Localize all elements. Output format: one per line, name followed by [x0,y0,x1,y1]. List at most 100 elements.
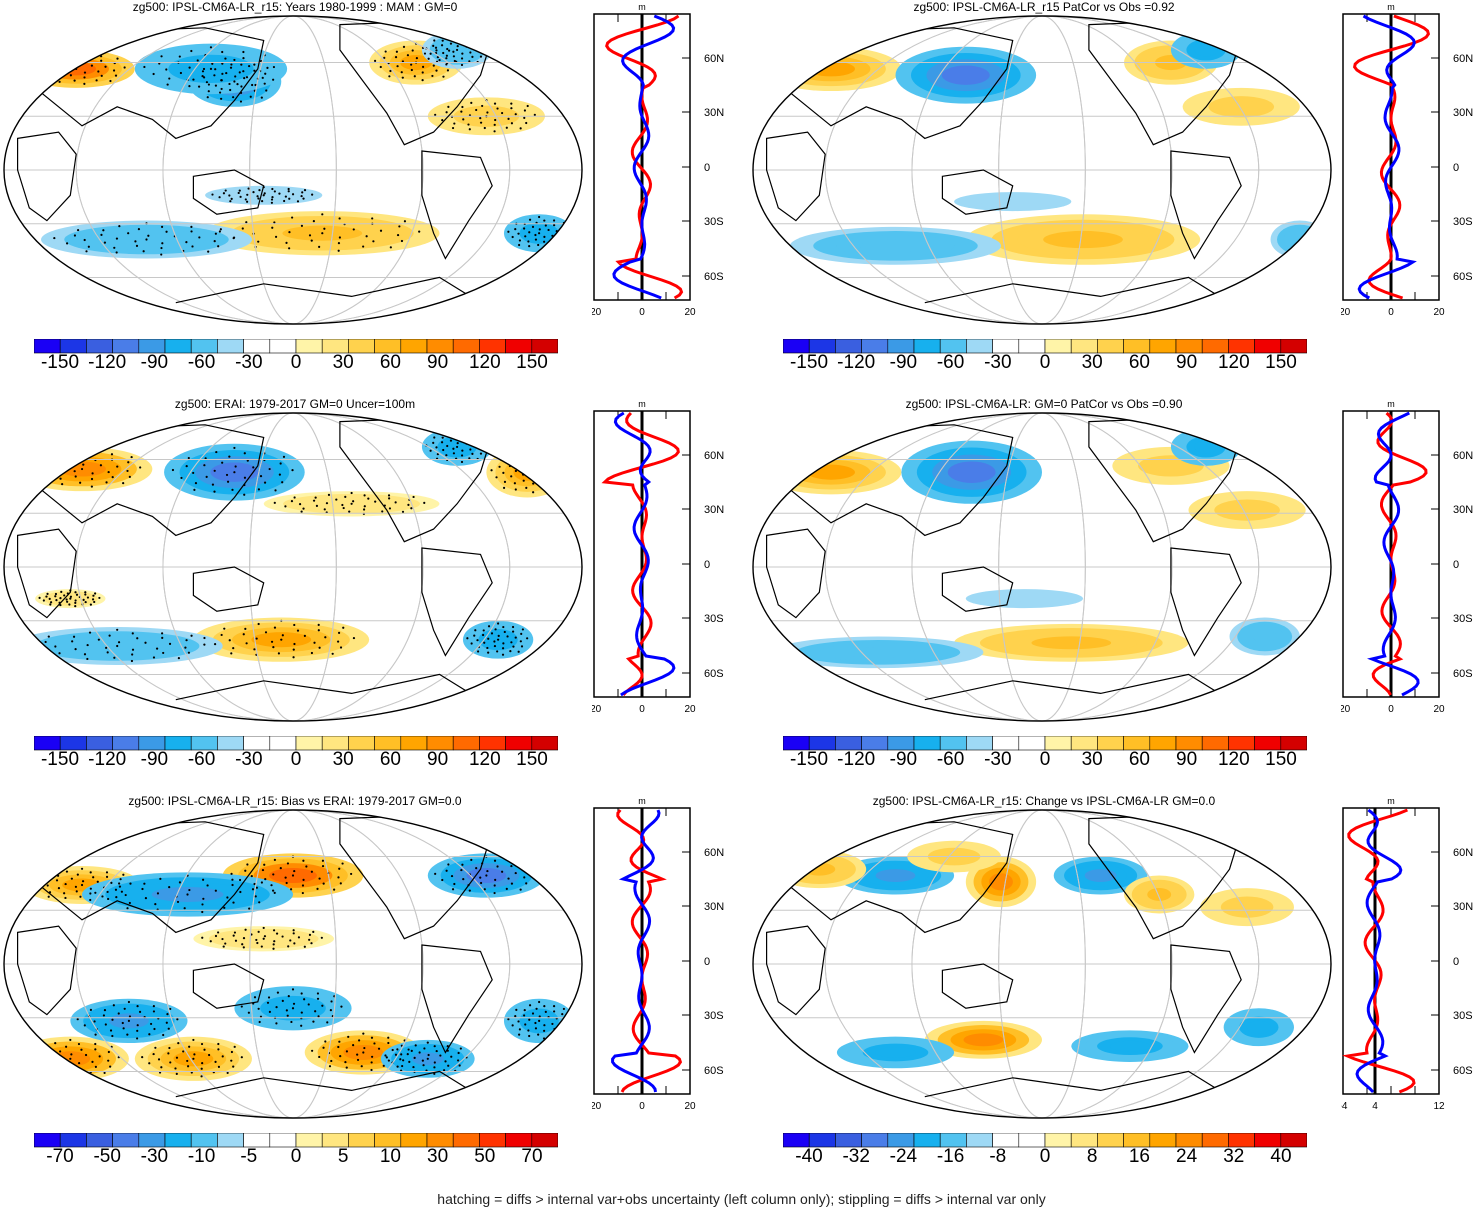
colorbar-tick-label: 120 [468,352,501,373]
colorbar-swatch [321,339,349,354]
profile-line [1357,14,1417,300]
colorbar-tick-label: -30 [235,749,263,770]
colorbar-swatch [913,339,941,354]
profile-line [612,14,676,300]
land-outline [28,821,265,934]
contour-fill [1221,100,1262,114]
map-plot [3,412,583,722]
contour-fill [1084,869,1117,882]
colorbar-swatch [992,339,1020,354]
colorbar-tick-label: 70 [521,1146,543,1167]
colorbar-swatch [243,1133,271,1148]
colorbar-swatch [966,1133,993,1148]
gridlines [4,810,582,1118]
colorbar-swatch [808,736,836,751]
colorbar-tick-label: -150 [40,352,80,373]
colorbar-swatch [1280,1133,1307,1148]
profile-axis-label: -20 [592,704,602,715]
contour-fill [941,65,990,85]
colorbar-swatch [426,339,454,354]
colorbar-tick-label: -60 [936,749,965,770]
contour-fill [992,198,1033,205]
colorbar-tick-label: -5 [240,1146,258,1167]
panel-2: zg500: IPSL-CM6A-LR_r15 PatCor vs Obs =0… [749,0,1483,390]
land-outline [924,276,1230,304]
zonal-profile: m 60N 30N 0 30S 60S -20 0 20 [1341,399,1473,715]
colorbar-swatch [835,736,862,751]
colorbar-tick-label: -90 [889,749,918,770]
contour-fill [807,61,855,77]
map-plot [3,809,583,1119]
colorbar-swatch [374,1133,402,1148]
profile-axis-label: 0 [639,307,645,318]
colorbar-tick-label: -120 [837,352,876,373]
lat-tick-label: 60N [704,847,724,859]
colorbar-swatch [1149,736,1177,751]
land-outline [17,131,77,222]
colorbar-swatch [138,736,166,751]
colorbar-swatch [1280,736,1307,751]
gridlines [4,16,582,324]
land-outline [28,424,265,537]
gridlines [4,413,582,721]
profile-axis-label: 20 [1433,307,1445,318]
colorbar-swatch [861,1133,889,1148]
lat-tick-label: 60N [1453,53,1473,65]
colorbar [34,339,558,354]
colorbar-swatch [939,736,967,751]
map-plot [3,15,583,325]
lat-tick-label: 0 [704,559,710,571]
colorbar-tick-label: 60 [379,749,401,770]
panel-title: zg500: IPSL-CM6A-LR_r15 PatCor vs Obs =0… [913,0,1175,14]
colorbar-swatch [887,736,915,751]
colorbar-tick-label: 0 [290,1146,302,1167]
colorbar-swatch [348,339,375,354]
colorbar-tick-label: 150 [516,749,548,770]
colorbar-swatch [1228,339,1255,354]
lat-tick-label: 60S [704,668,724,680]
colorbar-swatch [783,1133,810,1148]
colorbar-tick-label: 60 [1128,749,1150,770]
colorbar-tick-label: 0 [1039,749,1051,770]
profile-axis-label: -20 [1341,307,1351,318]
colorbar-tick-label: -60 [936,352,965,373]
colorbar-swatch [861,736,889,751]
profile-line [616,809,683,1093]
lat-tick-label: 60N [1453,450,1473,462]
profile-line [1352,14,1431,300]
colorbar-swatch [1018,736,1046,751]
colorbar-swatch [59,736,87,751]
panel-4: zg500: IPSL-CM6A-LR: GM=0 PatCor vs Obs … [749,397,1483,787]
profile-axis-label: -20 [1341,704,1351,715]
colorbar-swatch [1254,1133,1282,1148]
colorbar-tick-label: -30 [984,352,1012,373]
lat-tick-label: 30S [704,613,724,625]
colorbar-swatch [1254,736,1282,751]
land-outline [17,925,77,1016]
colorbar-swatch [321,1133,349,1148]
colorbar-swatch [1149,339,1177,354]
colorbar-tick-label: 50 [474,1146,496,1167]
colorbar-swatch [1228,1133,1255,1148]
colorbar-swatch [1201,339,1229,354]
colorbar-swatch [112,339,140,354]
colorbar [34,1133,558,1148]
colorbar-swatch [269,339,297,354]
zonal-profile: m 60N 30N 0 30S 60S -20 0 20 [1341,2,1473,318]
lat-tick-label: 30S [1453,216,1473,228]
colorbar [783,1133,1307,1148]
stippling [23,32,570,256]
colorbar-swatch [531,736,558,751]
colorbar-swatch [426,736,454,751]
colorbar-swatch [913,736,941,751]
land-outline [766,131,826,222]
colorbar-swatch [479,1133,506,1148]
colorbar-tick-label: -10 [187,1146,216,1167]
profile-line [1342,808,1416,1094]
colorbar-swatch [939,339,967,354]
lat-tick-label: 60S [1453,668,1473,680]
colorbar [783,339,1307,354]
colorbar-swatch [505,736,533,751]
colorbar-swatch [190,339,218,354]
colorbar-swatch [783,339,810,354]
